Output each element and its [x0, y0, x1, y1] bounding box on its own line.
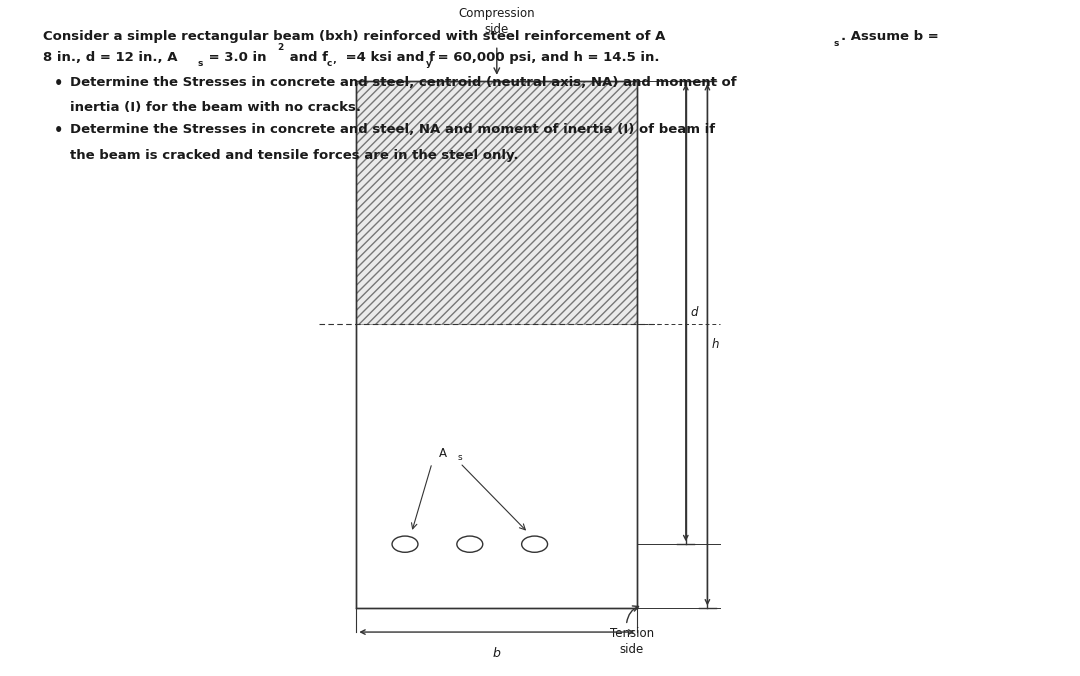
Text: 8 in., d = 12 in., A: 8 in., d = 12 in., A: [43, 51, 178, 64]
Text: h: h: [712, 338, 719, 352]
Text: =4 ksi and f: =4 ksi and f: [341, 51, 435, 64]
Text: Determine the Stresses in concrete and steel, NA and moment of inertia (I) of be: Determine the Stresses in concrete and s…: [70, 123, 715, 136]
Text: ’: ’: [333, 61, 336, 71]
Bar: [356, 81, 637, 324]
Text: 2: 2: [278, 43, 284, 51]
Text: Determine the Stresses in concrete and steel, centroid (neutral axis, NA) and mo: Determine the Stresses in concrete and s…: [70, 76, 737, 89]
Text: . Assume b =: . Assume b =: [841, 30, 940, 43]
Text: s: s: [834, 39, 839, 47]
Text: s: s: [198, 59, 203, 68]
Text: the beam is cracked and tensile forces are in the steel only.: the beam is cracked and tensile forces a…: [70, 149, 518, 162]
Text: y: y: [426, 59, 431, 68]
Text: = 60,000 psi, and h = 14.5 in.: = 60,000 psi, and h = 14.5 in.: [433, 51, 660, 64]
Text: b: b: [492, 647, 501, 660]
Text: and f: and f: [285, 51, 328, 64]
Bar: [356, 81, 637, 608]
Text: s: s: [458, 454, 462, 462]
Text: inertia (I) for the beam with no cracks.: inertia (I) for the beam with no cracks.: [70, 101, 361, 114]
Text: Consider a simple rectangular beam (bxh) reinforced with steel reinforcement of : Consider a simple rectangular beam (bxh)…: [43, 30, 665, 43]
Text: Tension
side: Tension side: [610, 627, 653, 656]
Text: c: c: [326, 59, 332, 68]
Text: Compression
side: Compression side: [459, 7, 535, 36]
Text: •: •: [54, 76, 64, 91]
Text: = 3.0 in: = 3.0 in: [204, 51, 267, 64]
Text: d: d: [690, 306, 698, 319]
Text: A: A: [438, 447, 447, 460]
Text: •: •: [54, 123, 64, 138]
